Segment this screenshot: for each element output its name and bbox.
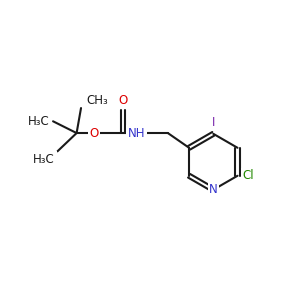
Text: H₃C: H₃C xyxy=(28,115,50,128)
Text: H₃C: H₃C xyxy=(33,153,55,166)
Text: NH: NH xyxy=(128,127,145,140)
Text: CH₃: CH₃ xyxy=(86,94,108,106)
Text: N: N xyxy=(209,183,218,196)
Text: Cl: Cl xyxy=(243,169,254,182)
Text: O: O xyxy=(89,127,99,140)
Text: I: I xyxy=(212,116,215,129)
Text: O: O xyxy=(118,94,128,106)
